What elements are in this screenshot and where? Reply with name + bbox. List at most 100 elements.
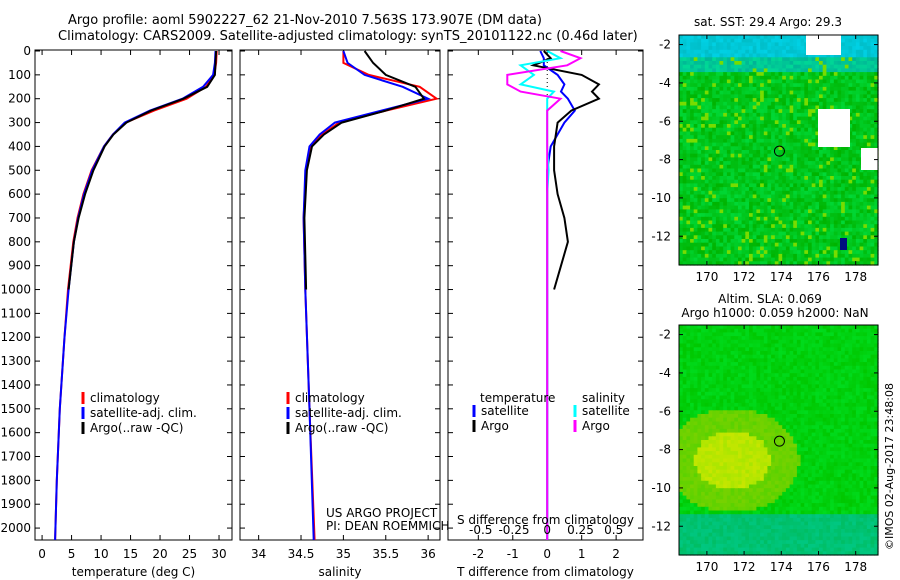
map-cell <box>866 250 872 255</box>
map-cell <box>870 131 875 136</box>
map-cell <box>693 351 698 356</box>
map-cell <box>767 57 772 62</box>
map-cell <box>771 410 776 415</box>
map-cell <box>822 79 827 84</box>
map-cell <box>830 351 835 356</box>
map-cell <box>712 146 717 151</box>
map-cell <box>785 220 791 225</box>
map-cell <box>697 124 702 129</box>
map-cell <box>793 190 798 196</box>
axes-frame <box>239 49 441 541</box>
map-cell <box>793 109 798 114</box>
map-cell <box>819 261 824 266</box>
map-cell <box>833 183 839 188</box>
map-cell <box>749 347 754 352</box>
map-cell <box>844 68 850 73</box>
map-cell <box>723 235 728 240</box>
map-cell <box>793 205 798 210</box>
map-cell <box>844 172 850 177</box>
map-cell <box>756 164 761 170</box>
map-cell <box>719 339 724 345</box>
map-cell <box>734 68 739 73</box>
profile-panel-3 <box>447 49 644 541</box>
map-cell <box>852 94 857 99</box>
map-cell <box>866 351 872 356</box>
map-cell <box>756 112 761 118</box>
map-cell <box>848 216 853 222</box>
map-cell <box>726 388 732 393</box>
map-cell <box>796 362 802 367</box>
map-cell <box>848 391 853 397</box>
map-cell <box>833 384 839 389</box>
map-cell <box>778 384 783 389</box>
map-cell <box>852 354 857 359</box>
map-cell <box>730 142 735 147</box>
map-cell <box>793 339 798 345</box>
map-cell <box>682 343 687 348</box>
map-cell <box>841 209 846 214</box>
map-cell <box>701 176 706 181</box>
map-cell <box>749 250 754 255</box>
map-cell <box>723 124 728 129</box>
map-cell <box>723 179 728 184</box>
map-cell <box>730 205 735 210</box>
map-cell <box>859 209 864 214</box>
map-cell <box>752 176 757 181</box>
map-cell <box>756 339 761 345</box>
map-cell <box>782 105 787 110</box>
map-cell <box>730 336 735 341</box>
map-cell <box>686 216 691 222</box>
map-cell <box>852 98 857 103</box>
map-cell <box>763 410 769 415</box>
map-cell <box>760 201 765 207</box>
map-cell <box>793 120 798 125</box>
map-cell <box>708 339 713 345</box>
map-cell <box>715 336 721 341</box>
map-cell <box>752 127 757 132</box>
map-cell <box>763 94 769 99</box>
map-cell <box>848 109 853 114</box>
map-cell <box>693 153 698 158</box>
map-cell <box>686 205 691 210</box>
map-cell <box>741 384 746 389</box>
map-cell <box>690 187 695 192</box>
map-cell <box>822 257 827 262</box>
map-cell <box>819 168 824 173</box>
map-cell <box>793 257 798 262</box>
map-cell <box>752 49 757 55</box>
map-cell <box>804 179 809 184</box>
map-cell <box>763 57 769 62</box>
map-cell <box>778 358 783 363</box>
map-cell <box>800 53 805 58</box>
map-cell <box>697 261 702 266</box>
map-cell <box>866 94 872 99</box>
map-cell <box>726 168 732 173</box>
map-cell <box>741 354 746 359</box>
map-cell <box>723 38 728 43</box>
map-cell <box>811 75 816 81</box>
map-cell <box>752 138 757 144</box>
map-cell <box>719 172 724 177</box>
map-cell <box>756 220 761 225</box>
map-cell <box>697 61 702 66</box>
map-cell <box>679 168 684 173</box>
map-cell <box>715 157 721 162</box>
map-cell <box>749 399 754 404</box>
map-cell <box>715 399 721 404</box>
map-cell <box>804 332 809 337</box>
map-cell <box>741 376 746 382</box>
map-cell <box>771 198 776 203</box>
map-cell <box>837 235 842 240</box>
map-cell <box>697 68 702 73</box>
map-cell <box>811 231 816 236</box>
map-cell <box>767 395 772 400</box>
map-cell <box>848 68 853 73</box>
map-cell <box>859 388 864 393</box>
map-cell <box>682 61 687 66</box>
map-cell <box>752 194 757 199</box>
map-cell <box>855 339 861 345</box>
map-cell <box>679 176 684 181</box>
map-cell <box>690 224 695 229</box>
map-cell <box>844 365 850 371</box>
map-cell <box>723 391 728 397</box>
